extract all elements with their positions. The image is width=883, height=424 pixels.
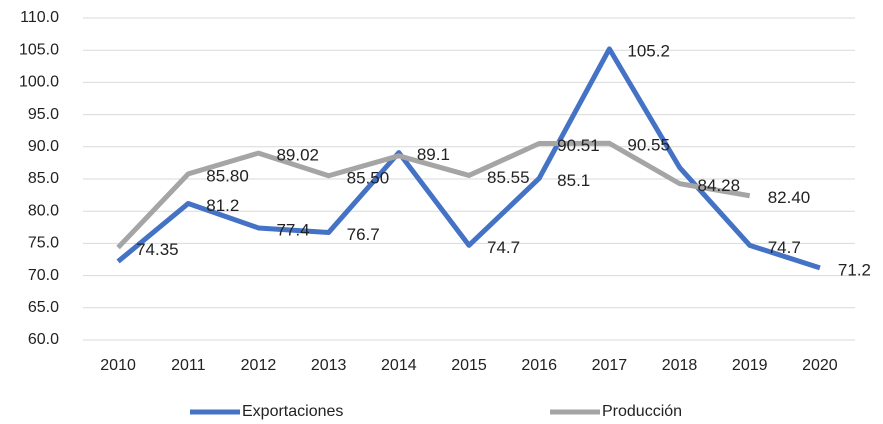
data-label: 77.4 [276,220,309,239]
x-tick-label: 2012 [241,357,277,374]
y-tick-label: 110.0 [20,9,59,26]
series-line [116,46,821,271]
data-label: 71.2 [838,260,871,279]
y-tick-label: 100.0 [19,74,59,91]
y-tick-label: 95.0 [28,106,59,123]
y-tick-label: 105.0 [19,41,59,58]
data-label: 85.1 [557,171,590,190]
y-tick-label: 70.0 [28,267,59,284]
x-tick-label: 2010 [100,357,136,374]
data-label: 89.1 [417,145,450,164]
data-label: 76.7 [347,225,380,244]
data-label: 90.51 [557,136,600,155]
legend-label: Producción [602,403,682,420]
data-label: 74.7 [487,238,520,257]
x-tick-label: 2015 [451,357,487,374]
data-label: 74.35 [136,240,179,259]
data-label: 74.7 [768,238,801,257]
data-label: 85.80 [206,166,249,185]
y-tick-label: 75.0 [28,235,59,252]
x-tick-label: 2013 [311,357,347,374]
y-tick-label: 80.0 [28,202,59,219]
data-label: 81.2 [206,196,239,215]
data-label: 85.55 [487,168,530,187]
y-tick-label: 85.0 [28,170,59,187]
legend-label: Exportaciones [242,403,343,420]
x-tick-label: 2020 [802,357,838,374]
x-tick-label: 2018 [662,357,698,374]
data-label: 84.28 [698,176,741,195]
x-tick-label: 2016 [521,357,557,374]
x-tick-label: 2011 [171,357,206,374]
data-label: 82.40 [768,188,811,207]
y-tick-label: 65.0 [28,299,59,316]
y-tick-label: 90.0 [28,138,59,155]
series-line [116,140,751,250]
data-label: 105.2 [627,41,670,60]
data-label: 89.02 [276,146,319,165]
x-tick-label: 2019 [732,357,768,374]
x-tick-label: 2017 [592,357,628,374]
data-label: 90.55 [627,136,670,155]
x-tick-label: 2014 [381,357,417,374]
data-label: 85.50 [347,168,390,187]
y-tick-label: 60.0 [28,331,59,348]
